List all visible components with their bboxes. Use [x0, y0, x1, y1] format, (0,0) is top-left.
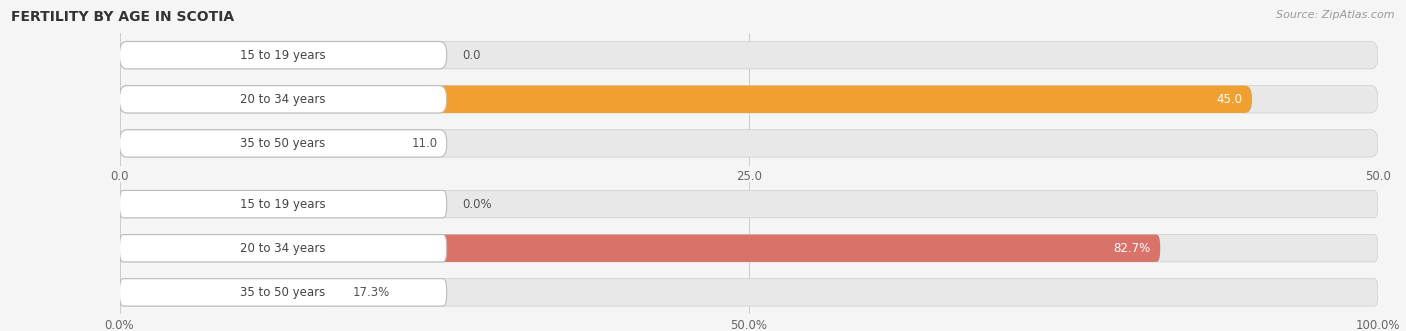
Text: 0.0: 0.0 [461, 49, 481, 62]
FancyBboxPatch shape [120, 235, 1378, 262]
Text: 0.0%: 0.0% [461, 198, 492, 211]
Text: FERTILITY BY AGE IN SCOTIA: FERTILITY BY AGE IN SCOTIA [11, 10, 235, 24]
FancyBboxPatch shape [120, 190, 1378, 218]
Text: 15 to 19 years: 15 to 19 years [240, 198, 326, 211]
FancyBboxPatch shape [120, 130, 447, 157]
FancyBboxPatch shape [120, 86, 1251, 113]
Text: Source: ZipAtlas.com: Source: ZipAtlas.com [1277, 10, 1395, 20]
FancyBboxPatch shape [120, 130, 1378, 157]
FancyBboxPatch shape [120, 86, 447, 113]
Text: 82.7%: 82.7% [1114, 242, 1150, 255]
FancyBboxPatch shape [120, 130, 396, 157]
Text: 20 to 34 years: 20 to 34 years [240, 242, 326, 255]
Text: 35 to 50 years: 35 to 50 years [240, 286, 326, 299]
Text: 35 to 50 years: 35 to 50 years [240, 137, 326, 150]
Text: 17.3%: 17.3% [353, 286, 389, 299]
FancyBboxPatch shape [120, 279, 1378, 306]
FancyBboxPatch shape [120, 41, 1378, 69]
Text: 15 to 19 years: 15 to 19 years [240, 49, 326, 62]
Text: 20 to 34 years: 20 to 34 years [240, 93, 326, 106]
FancyBboxPatch shape [120, 235, 447, 262]
Text: 45.0: 45.0 [1216, 93, 1241, 106]
FancyBboxPatch shape [120, 279, 337, 306]
Text: 11.0: 11.0 [412, 137, 437, 150]
FancyBboxPatch shape [120, 279, 447, 306]
FancyBboxPatch shape [120, 235, 1160, 262]
FancyBboxPatch shape [120, 41, 447, 69]
FancyBboxPatch shape [120, 86, 1378, 113]
FancyBboxPatch shape [120, 190, 447, 218]
